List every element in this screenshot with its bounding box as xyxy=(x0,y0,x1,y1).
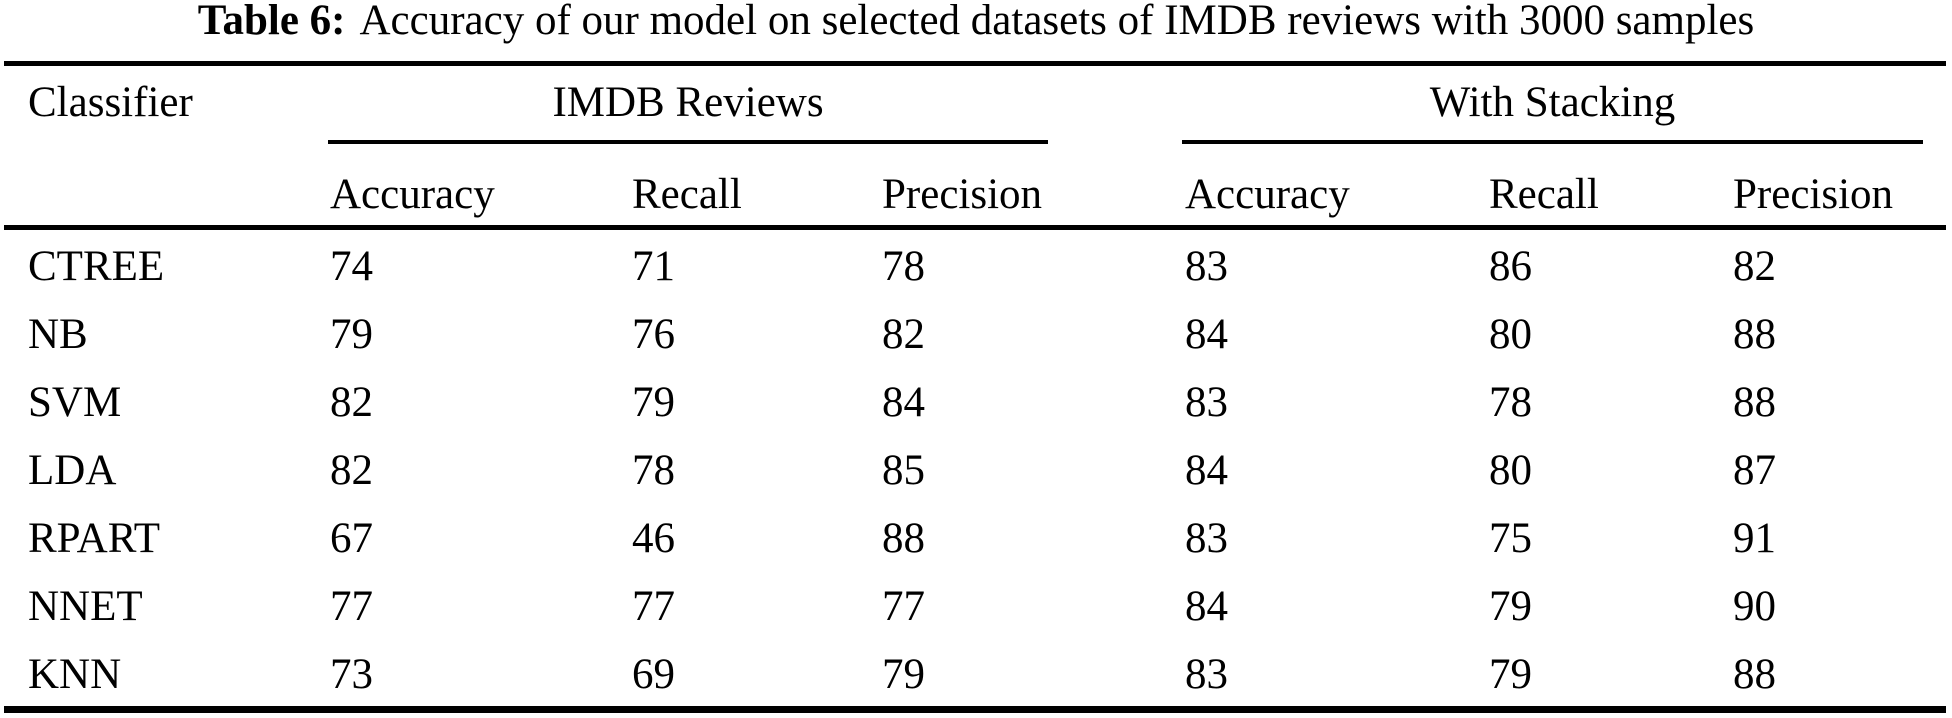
cell-stacking-precision: 87 xyxy=(1733,446,1776,494)
subheader-stacking-precision: Precision xyxy=(1733,171,1894,218)
cell-stacking-accuracy: 83 xyxy=(1185,378,1228,426)
imdb-spanner-rule xyxy=(328,140,1048,144)
cell-imdb-precision: 78 xyxy=(882,242,925,290)
cell-imdb-recall: 77 xyxy=(632,582,675,630)
table-row-rpart: RPART 67 46 88 83 75 91 xyxy=(0,504,1952,572)
cell-stacking-precision: 88 xyxy=(1733,378,1776,426)
table-row-nnet: NNET 77 77 77 84 79 90 xyxy=(0,572,1952,640)
table-row-nb: NB 79 76 82 84 80 88 xyxy=(0,300,1952,368)
cell-imdb-accuracy: 77 xyxy=(330,582,373,630)
cell-imdb-recall: 46 xyxy=(632,514,675,562)
classifier-name: RPART xyxy=(28,514,161,562)
subheader-imdb-accuracy: Accuracy xyxy=(330,171,495,218)
classifier-name: SVM xyxy=(28,378,122,426)
cell-imdb-precision: 88 xyxy=(882,514,925,562)
table-row-lda: LDA 82 78 85 84 80 87 xyxy=(0,436,1952,504)
cell-imdb-recall: 71 xyxy=(632,242,675,290)
cell-imdb-accuracy: 67 xyxy=(330,514,373,562)
subheader-stacking-accuracy: Accuracy xyxy=(1185,171,1350,218)
header-rule xyxy=(4,225,1946,230)
cell-imdb-precision: 84 xyxy=(882,378,925,426)
stacking-spanner-rule xyxy=(1182,140,1923,144)
classifier-name: NNET xyxy=(28,582,143,630)
cell-imdb-accuracy: 79 xyxy=(330,310,373,358)
cell-stacking-accuracy: 84 xyxy=(1185,310,1228,358)
cell-imdb-accuracy: 82 xyxy=(330,446,373,494)
group-header-with-stacking: With Stacking xyxy=(1429,79,1676,126)
cell-stacking-recall: 78 xyxy=(1489,378,1532,426)
cell-stacking-accuracy: 83 xyxy=(1185,650,1228,698)
cell-imdb-recall: 78 xyxy=(632,446,675,494)
classifier-name: CTREE xyxy=(28,242,165,290)
cell-imdb-accuracy: 74 xyxy=(330,242,373,290)
cell-stacking-recall: 79 xyxy=(1489,650,1532,698)
subheader-spacer xyxy=(28,170,330,220)
top-rule xyxy=(4,61,1946,66)
table-row-svm: SVM 82 79 84 83 78 88 xyxy=(0,368,1952,436)
cell-stacking-accuracy: 83 xyxy=(1185,242,1228,290)
cell-stacking-recall: 79 xyxy=(1489,582,1532,630)
column-header-classifier: Classifier xyxy=(28,79,193,126)
cell-stacking-precision: 88 xyxy=(1733,650,1776,698)
table-body: CTREE 74 71 78 83 86 82 NB 79 76 82 84 8… xyxy=(0,232,1952,708)
classifier-name: NB xyxy=(28,310,88,358)
cell-stacking-recall: 80 xyxy=(1489,446,1532,494)
cell-stacking-precision: 90 xyxy=(1733,582,1776,630)
cell-stacking-precision: 88 xyxy=(1733,310,1776,358)
cell-imdb-precision: 85 xyxy=(882,446,925,494)
cell-imdb-precision: 77 xyxy=(882,582,925,630)
subheader-stacking-recall: Recall xyxy=(1489,171,1599,218)
cell-imdb-recall: 76 xyxy=(632,310,675,358)
table-caption: Table 6: Accuracy of our model on selecte… xyxy=(0,0,1952,47)
subheader-imdb-recall: Recall xyxy=(632,171,742,218)
cell-stacking-recall: 75 xyxy=(1489,514,1532,562)
cell-stacking-accuracy: 84 xyxy=(1185,446,1228,494)
bottom-rule xyxy=(4,706,1946,713)
cell-stacking-recall: 86 xyxy=(1489,242,1532,290)
cell-imdb-recall: 69 xyxy=(632,650,675,698)
group-header-imdb-reviews: IMDB Reviews xyxy=(552,79,824,126)
table-row-ctree: CTREE 74 71 78 83 86 82 xyxy=(0,232,1952,300)
cell-imdb-precision: 82 xyxy=(882,310,925,358)
cell-stacking-accuracy: 84 xyxy=(1185,582,1228,630)
cell-imdb-recall: 79 xyxy=(632,378,675,426)
cell-imdb-precision: 79 xyxy=(882,650,925,698)
cell-stacking-accuracy: 83 xyxy=(1185,514,1228,562)
classifier-name: LDA xyxy=(28,446,117,494)
cell-stacking-precision: 82 xyxy=(1733,242,1776,290)
cell-imdb-accuracy: 73 xyxy=(330,650,373,698)
table-row-knn: KNN 73 69 79 83 79 88 xyxy=(0,640,1952,708)
subheader-imdb-precision: Precision xyxy=(882,171,1043,218)
cell-stacking-precision: 91 xyxy=(1733,514,1776,562)
cell-imdb-accuracy: 82 xyxy=(330,378,373,426)
caption-label: Table 6: xyxy=(197,0,346,44)
group-header-row: Classifier IMDB Reviews With Stacking xyxy=(0,78,1952,128)
classifier-name: KNN xyxy=(28,650,122,698)
caption-text: Accuracy of our model on selected datase… xyxy=(359,0,1755,44)
subheader-row: Accuracy Recall Precision Accuracy Recal… xyxy=(0,170,1952,220)
cell-stacking-recall: 80 xyxy=(1489,310,1532,358)
